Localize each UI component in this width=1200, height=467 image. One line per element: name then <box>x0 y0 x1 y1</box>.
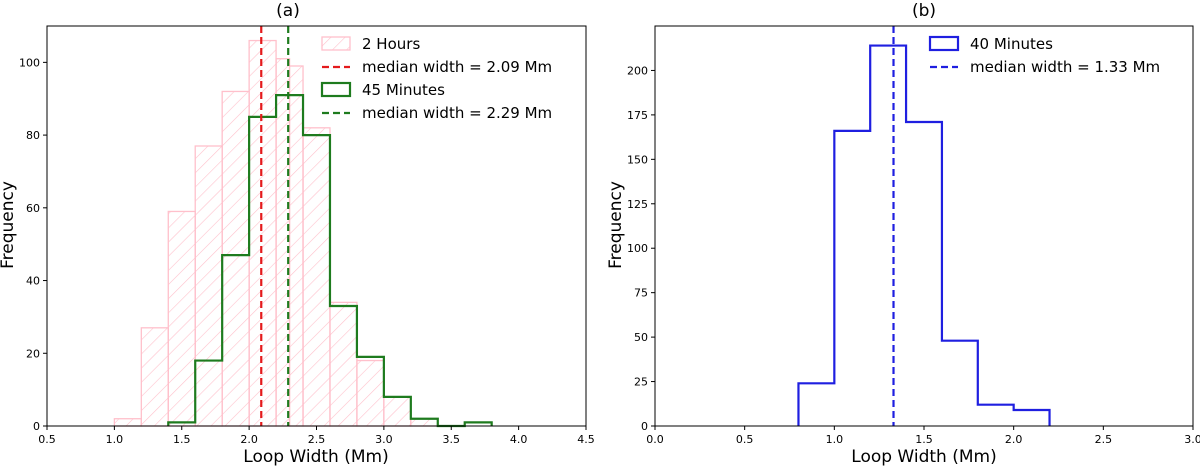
hist-bar <box>798 383 834 426</box>
hist-step-outline <box>167 93 493 428</box>
panel-a-title: (a) <box>276 1 300 21</box>
panel-b-title: (b) <box>912 1 936 21</box>
y-tick-label: 60 <box>26 202 40 215</box>
legend-entry: 40 Minutes <box>928 35 1053 53</box>
hist-bar <box>978 405 1014 426</box>
axes-frame <box>654 25 1194 427</box>
y-tick-label: 75 <box>634 287 648 300</box>
panel-a-x-ticks: 0.5 1.0 1.5 2.0 2.5 3.0 3.5 4.0 4.5 <box>38 426 595 446</box>
y-tick-label: 125 <box>627 198 648 211</box>
y-tick-label: 175 <box>627 109 648 122</box>
panel-a-y-ticks: 0 20 40 60 80 100 <box>19 56 47 433</box>
x-tick-label: 1.0 <box>106 433 124 446</box>
legend-entry: median width = 2.09 Mm <box>322 58 552 76</box>
panel-b-x-axis-label: Loop Width (Mm) <box>851 447 996 467</box>
x-tick-label: 1.0 <box>826 433 844 446</box>
y-tick-label: 0 <box>641 420 648 433</box>
hist-bar <box>1014 410 1050 426</box>
panel-a-series-1 <box>167 93 493 428</box>
legend-swatch <box>321 36 351 51</box>
x-tick-label: 1.5 <box>915 433 933 446</box>
panel-a-plot-area <box>46 25 587 428</box>
x-tick-label: 4.5 <box>577 433 595 446</box>
hist-bar <box>942 341 978 426</box>
y-tick-label: 100 <box>19 56 40 69</box>
x-tick-label: 3.0 <box>1184 433 1200 446</box>
panel-a-y-axis-label: Frequency <box>0 181 18 269</box>
panel-a-x-axis-label: Loop Width (Mm) <box>243 447 388 467</box>
legend-entry: median width = 1.33 Mm <box>930 58 1160 76</box>
panel-b: (b) 0.0 0.5 1.0 1.5 2.0 2.5 3.0 0 25 50 75 100 125 1… <box>606 1 1200 467</box>
x-tick-label: 3.0 <box>375 433 393 446</box>
legend-label: 2 Hours <box>362 35 420 53</box>
x-tick-label: 0.0 <box>646 433 664 446</box>
y-tick-label: 40 <box>26 275 40 288</box>
legend-swatch <box>928 35 960 52</box>
panel-a-legend: 2 Hours median width = 2.09 Mm 45 Minutes m… <box>320 35 552 122</box>
panel-b-y-axis-label: Frequency <box>606 181 626 269</box>
legend-label: median width = 1.33 Mm <box>970 58 1160 76</box>
y-tick-label: 20 <box>26 347 40 360</box>
legend-entry: 45 Minutes <box>320 81 445 99</box>
x-tick-label: 4.0 <box>510 433 528 446</box>
legend-entry: median width = 2.29 Mm <box>322 104 552 122</box>
y-tick-label: 25 <box>634 376 648 389</box>
legend-label: median width = 2.09 Mm <box>362 58 552 76</box>
legend-swatch <box>320 81 352 98</box>
x-tick-label: 0.5 <box>38 433 56 446</box>
x-tick-label: 2.0 <box>240 433 258 446</box>
panel-b-legend: 40 Minutes median width = 1.33 Mm <box>928 35 1160 76</box>
panel-b-y-ticks: 0 25 50 75 100 125 150 175 200 <box>627 64 655 433</box>
y-tick-label: 80 <box>26 129 40 142</box>
y-tick-label: 50 <box>634 331 648 344</box>
x-tick-label: 0.5 <box>736 433 754 446</box>
y-tick-label: 100 <box>627 242 648 255</box>
panel-b-plot-area <box>654 25 1194 427</box>
x-tick-label: 3.5 <box>443 433 461 446</box>
x-tick-label: 2.0 <box>1005 433 1023 446</box>
hist-bar <box>870 46 906 426</box>
legend-label: median width = 2.29 Mm <box>362 104 552 122</box>
panel-b-x-ticks: 0.0 0.5 1.0 1.5 2.0 2.5 3.0 <box>646 426 1200 446</box>
panel-a: (a) 0.5 1.0 1.5 2.0 2.5 3.0 3.5 4.0 4.5 0 20 40 60 8… <box>0 1 595 467</box>
hist-bar <box>906 122 942 426</box>
legend-label: 40 Minutes <box>970 35 1053 53</box>
y-tick-label: 0 <box>33 420 40 433</box>
x-tick-label: 2.5 <box>308 433 326 446</box>
y-tick-label: 200 <box>627 64 648 77</box>
y-tick-label: 150 <box>627 153 648 166</box>
x-tick-label: 1.5 <box>173 433 191 446</box>
hist-step-outline <box>797 44 1051 426</box>
panel-b-series-0 <box>797 44 1051 426</box>
x-tick-label: 2.5 <box>1095 433 1113 446</box>
legend-label: 45 Minutes <box>362 81 445 99</box>
legend-entry: 2 Hours <box>321 35 420 53</box>
hist-bar <box>834 131 870 426</box>
